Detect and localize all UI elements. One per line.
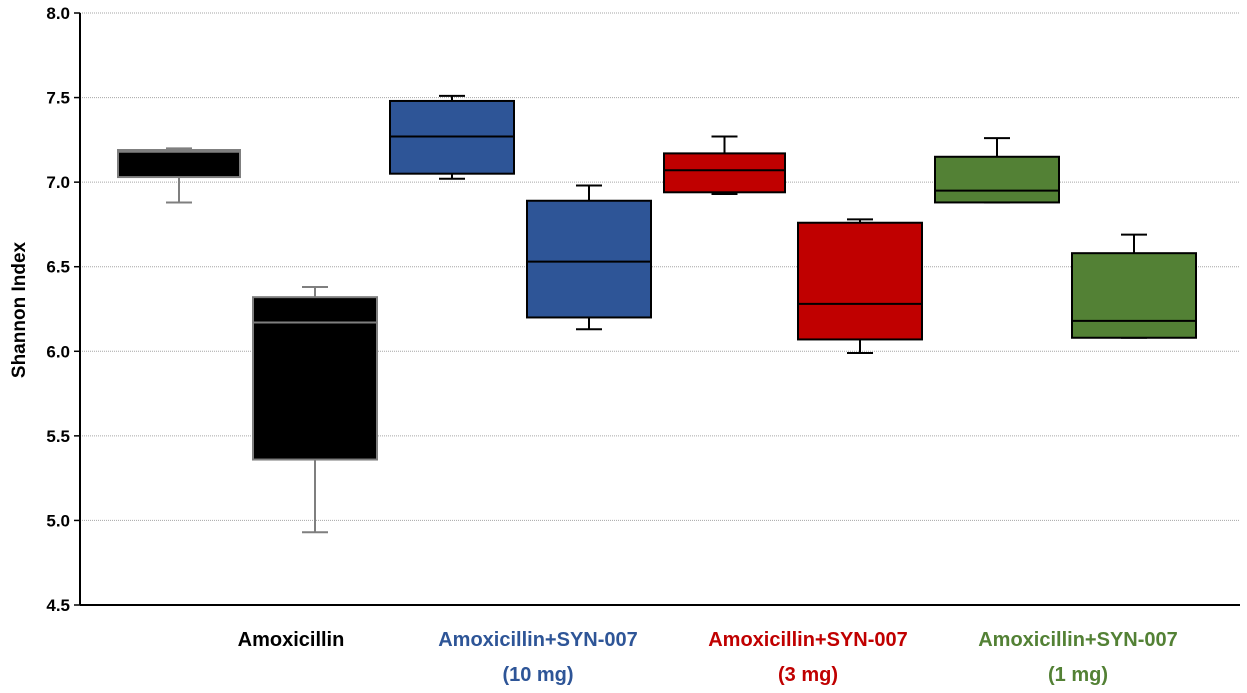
y-tick-label: 7.0 <box>46 173 70 192</box>
box-rect <box>1071 252 1197 339</box>
box-rect <box>117 149 241 179</box>
box-2 <box>389 94 515 180</box>
y-tick-label: 5.5 <box>46 427 70 446</box>
group-label-3: Amoxicillin+SYN-007 <box>978 629 1178 651</box>
y-axis-label: Shannon Index <box>9 241 30 378</box>
y-tick-label: 4.5 <box>46 596 70 615</box>
box-4 <box>663 135 786 195</box>
group-sublabel-1: (10 mg) <box>502 664 573 686</box>
box-7 <box>1071 233 1197 339</box>
box-6 <box>934 137 1060 204</box>
labels: 4.5 5.0 5.5 6.0 6.5 7.0 7.5 8.0 Shannon Index Amo… <box>9 4 1178 686</box>
box-3 <box>526 184 652 331</box>
group-label-2: Amoxicillin+SYN-007 <box>708 629 908 651</box>
group-sublabel-2: (3 mg) <box>778 664 838 686</box>
y-tick-label: 6.5 <box>46 258 70 277</box>
box-0 <box>117 147 241 204</box>
axes <box>74 12 1240 606</box>
box-rect <box>663 152 786 194</box>
group-label-1: Amoxicillin+SYN-007 <box>438 629 638 651</box>
box-1 <box>252 286 378 534</box>
group-sublabel-3: (1 mg) <box>1048 664 1108 686</box>
box-rect <box>526 199 652 319</box>
box-rect <box>252 296 378 461</box>
box-rect <box>797 221 923 341</box>
y-tick-label: 7.5 <box>46 89 70 108</box>
box-5 <box>797 218 923 354</box>
group-label-0: Amoxicillin <box>238 629 345 651</box>
boxes <box>117 94 1197 534</box>
y-tick-label: 5.0 <box>46 511 70 530</box>
y-tick-label: 8.0 <box>46 4 70 23</box>
y-tick-label: 6.0 <box>46 342 70 361</box>
box-rect <box>934 155 1060 204</box>
